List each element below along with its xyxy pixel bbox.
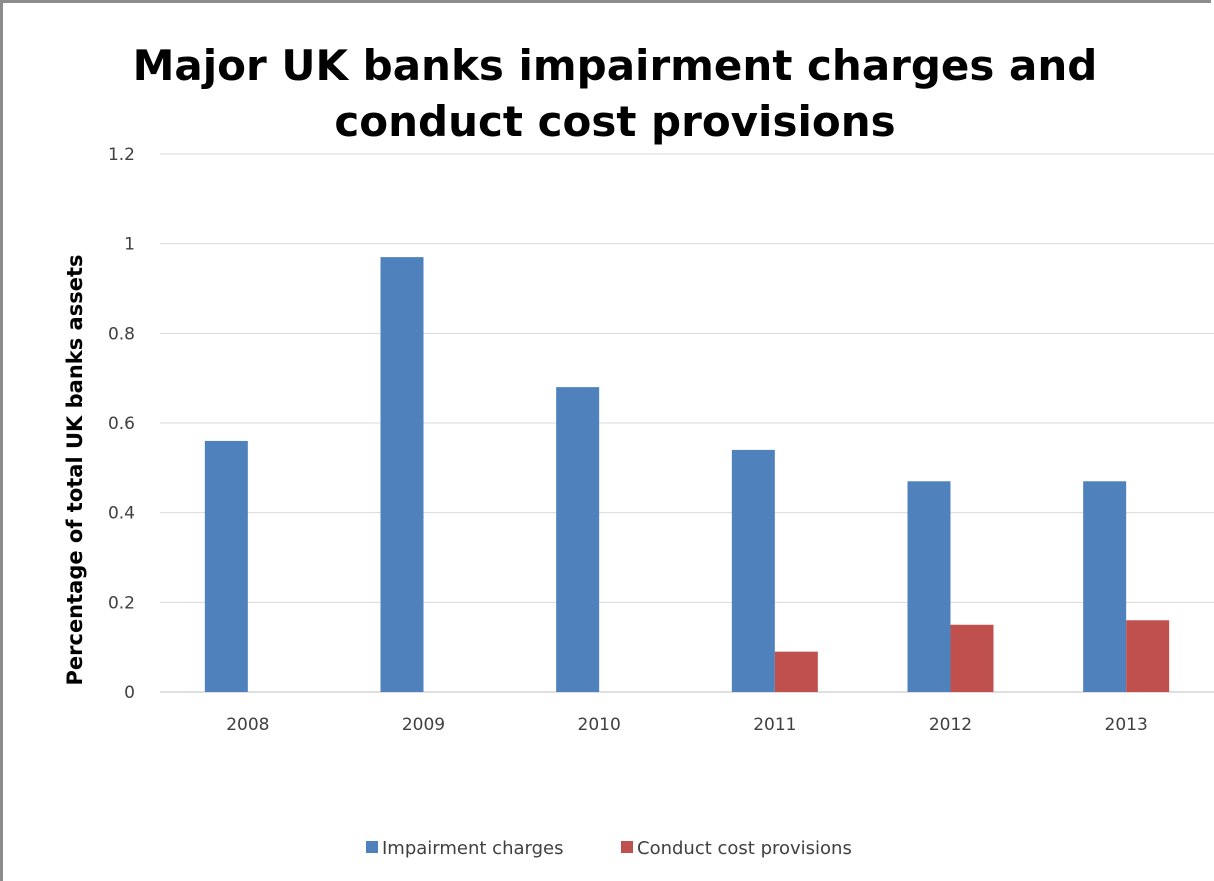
y-tick-label: 0.4 (108, 504, 135, 524)
legend-swatch-impairment-charges (366, 841, 378, 853)
bar-impairment-charges-2010 (556, 387, 600, 692)
x-tick-label: 2009 (402, 715, 445, 735)
bar-impairment-charges-2013 (1083, 481, 1127, 692)
bar-conduct-cost-provisions-2012 (950, 624, 994, 692)
bars (204, 257, 1170, 692)
x-tick-label: 2011 (753, 715, 796, 735)
bar-impairment-charges-2011 (731, 449, 775, 692)
gridlines (160, 153, 1214, 693)
y-tick-label: 0.8 (108, 324, 135, 344)
bar-impairment-charges-2008 (204, 440, 248, 692)
legend-swatch-conduct-cost-provisions (621, 841, 633, 853)
x-tick-label: 2012 (929, 715, 972, 735)
y-axis-label: Percentage of total UK banks assets (63, 254, 87, 685)
x-tick-label: 2010 (578, 715, 621, 735)
legend-label: Conduct cost provisions (637, 838, 852, 859)
y-tick-label: 0.2 (108, 593, 135, 613)
y-tick-label: 1.2 (108, 145, 135, 165)
chart-title: Major UK banks impairment charges and co… (133, 41, 1098, 146)
bar-impairment-charges-2012 (907, 481, 951, 692)
y-tick-label: 0.6 (108, 414, 135, 434)
bar-impairment-charges-2009 (380, 257, 424, 692)
y-axis-ticks: 0 0.2 0.4 0.6 0.8 1 1.2 (108, 145, 135, 703)
legend-label: Impairment charges (382, 838, 563, 859)
x-tick-label: 2013 (1105, 715, 1148, 735)
legend: Impairment charges Conduct cost provision… (366, 838, 852, 859)
x-axis-ticks: 2008 2009 2010 2011 2012 2013 (226, 715, 1148, 735)
x-tick-label: 2008 (226, 715, 269, 735)
chart-title-line-1: Major UK banks impairment charges and (133, 41, 1098, 90)
bar-conduct-cost-provisions-2013 (1126, 620, 1170, 692)
bar-conduct-cost-provisions-2011 (774, 651, 818, 692)
y-tick-label: 1 (124, 235, 135, 255)
y-tick-label: 0 (124, 683, 135, 703)
chart-title-line-2: conduct cost provisions (334, 97, 895, 146)
